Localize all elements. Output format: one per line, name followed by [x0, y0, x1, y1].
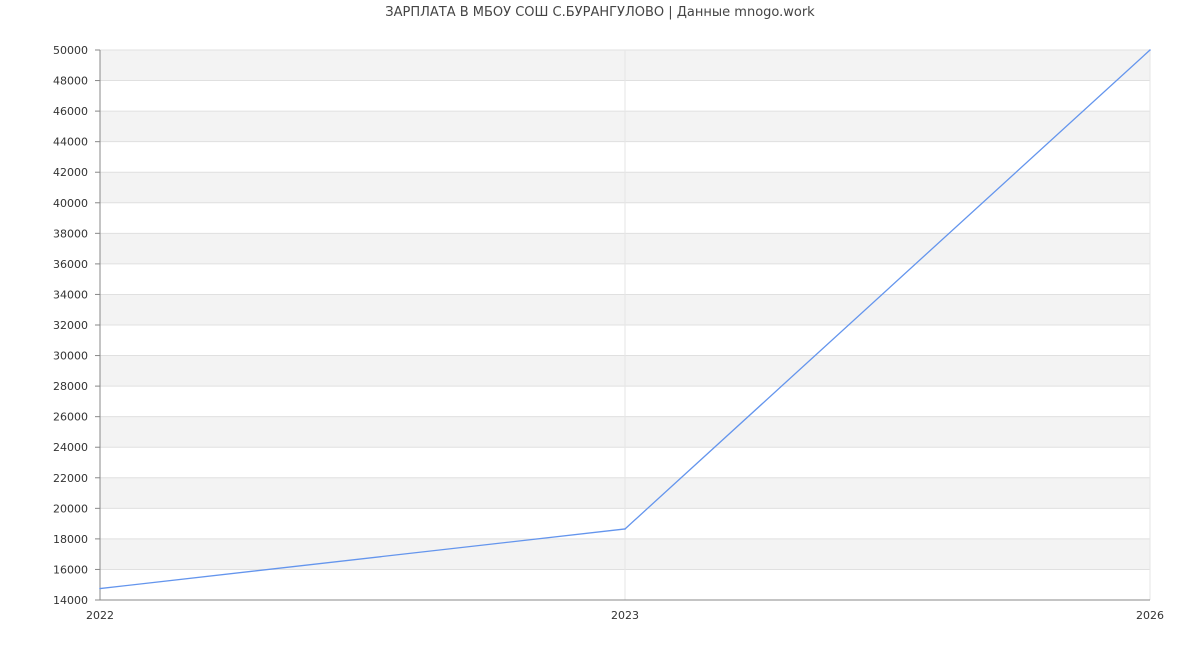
data-point [624, 528, 626, 530]
y-tick-label: 48000 [53, 75, 88, 88]
y-tick-label: 14000 [53, 594, 88, 607]
y-tick-label: 30000 [53, 350, 88, 363]
x-tick-label: 2023 [611, 609, 639, 622]
chart-title: ЗАРПЛАТА В МБОУ СОШ С.БУРАНГУЛОВО | Данн… [385, 5, 815, 20]
y-tick-label: 32000 [53, 319, 88, 332]
y-tick-label: 46000 [53, 105, 88, 118]
y-tick-label: 50000 [53, 44, 88, 57]
y-tick-label: 24000 [53, 441, 88, 454]
data-point [99, 587, 101, 590]
y-tick-label: 28000 [53, 380, 88, 393]
y-tick-label: 18000 [53, 533, 88, 546]
x-tick-label: 2026 [1136, 609, 1164, 622]
x-tick-label: 2022 [86, 609, 114, 622]
y-tick-label: 26000 [53, 411, 88, 424]
y-tick-label: 22000 [53, 472, 88, 485]
y-tick-label: 20000 [53, 502, 88, 515]
data-point [1149, 49, 1151, 51]
y-tick-label: 36000 [53, 258, 88, 271]
y-tick-label: 40000 [53, 197, 88, 210]
y-tick-label: 16000 [53, 563, 88, 576]
y-tick-label: 42000 [53, 166, 88, 179]
y-tick-label: 34000 [53, 288, 88, 301]
y-tick-label: 44000 [53, 136, 88, 149]
y-tick-label: 38000 [53, 227, 88, 240]
